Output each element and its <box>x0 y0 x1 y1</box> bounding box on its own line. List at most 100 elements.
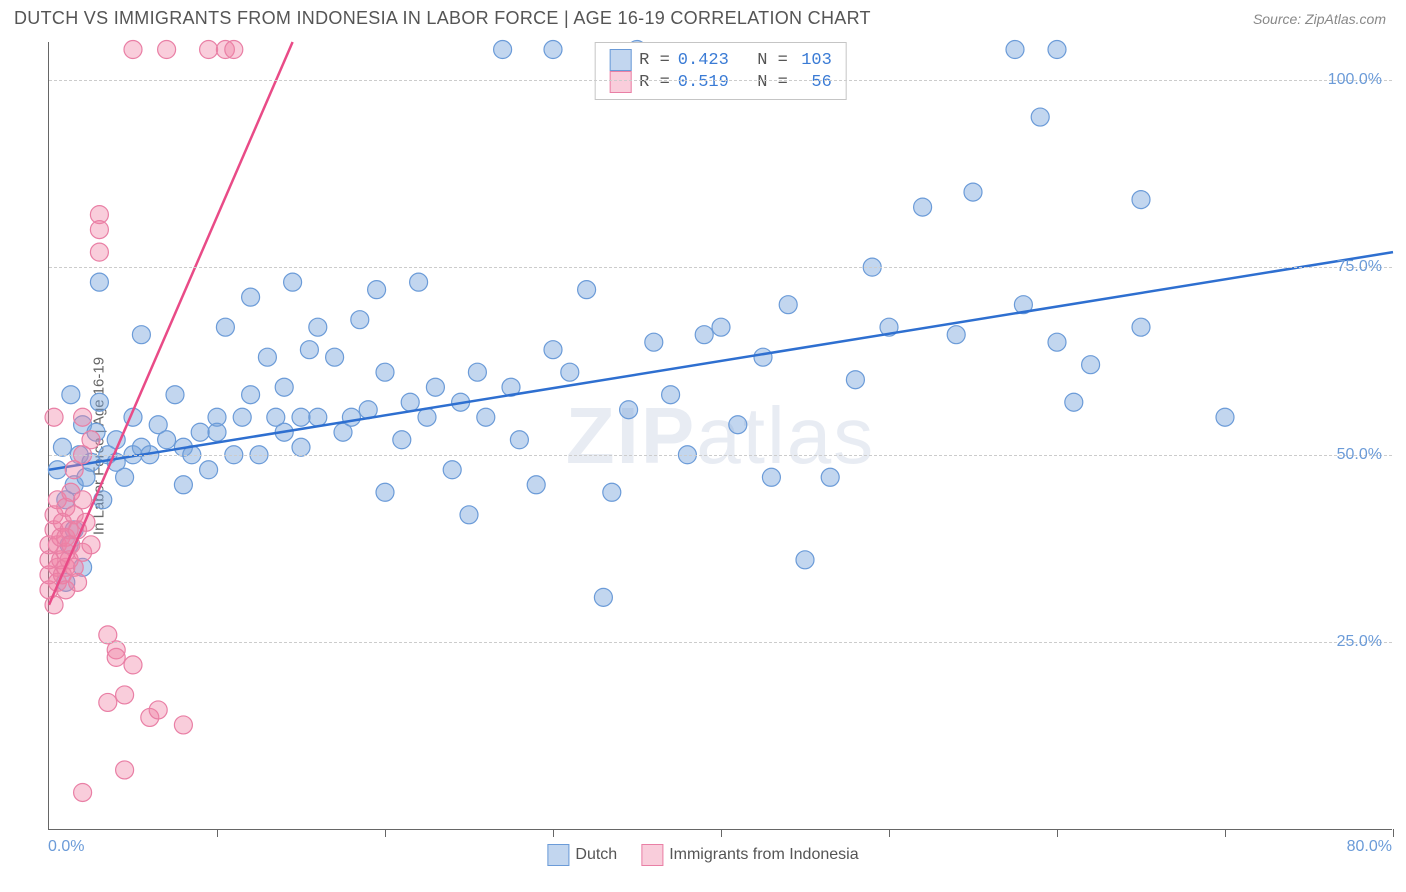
scatter-point <box>174 716 192 734</box>
x-axis-start-label: 0.0% <box>48 838 84 856</box>
scatter-point <box>69 573 87 591</box>
gridline <box>49 267 1392 268</box>
scatter-point <box>132 326 150 344</box>
scatter-point <box>754 348 772 366</box>
legend-item: Dutch <box>547 844 617 866</box>
scatter-point <box>510 431 528 449</box>
scatter-point <box>1048 41 1066 59</box>
scatter-point <box>90 393 108 411</box>
chart-header: DUTCH VS IMMIGRANTS FROM INDONESIA IN LA… <box>0 0 1406 35</box>
legend-swatch <box>641 844 663 866</box>
scatter-point <box>90 273 108 291</box>
scatter-point <box>796 551 814 569</box>
scatter-point <box>779 296 797 314</box>
scatter-point <box>258 348 276 366</box>
stats-n-value: 56 <box>796 73 832 92</box>
trend-line <box>49 252 1393 470</box>
scatter-point <box>1006 41 1024 59</box>
stats-row: R = 0.519 N = 56 <box>609 71 832 93</box>
scatter-point <box>1048 333 1066 351</box>
scatter-point <box>1082 356 1100 374</box>
scatter-point <box>116 761 134 779</box>
scatter-point <box>645 333 663 351</box>
stats-legend-box: R = 0.423 N = 103R = 0.519 N = 56 <box>594 42 847 100</box>
scatter-point <box>914 198 932 216</box>
y-tick-label: 75.0% <box>1337 258 1382 276</box>
scatter-point <box>410 273 428 291</box>
scatter-point <box>74 783 92 801</box>
chart-title: DUTCH VS IMMIGRANTS FROM INDONESIA IN LA… <box>14 8 871 29</box>
scatter-point <box>82 536 100 554</box>
stats-n-value: 103 <box>796 51 832 70</box>
scatter-point <box>107 648 125 666</box>
scatter-point <box>443 461 461 479</box>
x-tick <box>1225 829 1226 837</box>
scatter-point <box>62 386 80 404</box>
stats-r-value: 0.423 <box>678 51 729 70</box>
legend-item: Immigrants from Indonesia <box>641 844 858 866</box>
x-axis-end-label: 80.0% <box>1347 838 1392 856</box>
scatter-point <box>393 431 411 449</box>
gridline <box>49 455 1392 456</box>
scatter-point <box>729 416 747 434</box>
stats-swatch <box>609 71 631 93</box>
scatter-point <box>695 326 713 344</box>
scatter-point <box>620 401 638 419</box>
scatter-point <box>821 468 839 486</box>
gridline <box>49 642 1392 643</box>
scatter-point <box>1065 393 1083 411</box>
y-tick-label: 100.0% <box>1328 71 1382 89</box>
scatter-point <box>494 41 512 59</box>
scatter-point <box>468 363 486 381</box>
scatter-point <box>82 431 100 449</box>
scatter-point <box>284 273 302 291</box>
stats-n-label: N = <box>737 73 788 92</box>
scatter-point <box>662 386 680 404</box>
scatter-point <box>116 686 134 704</box>
scatter-point <box>275 378 293 396</box>
scatter-point <box>191 423 209 441</box>
scatter-point <box>309 408 327 426</box>
scatter-point <box>242 386 260 404</box>
stats-row: R = 0.423 N = 103 <box>609 49 832 71</box>
trend-line <box>49 42 293 605</box>
scatter-point <box>326 348 344 366</box>
scatter-point <box>90 221 108 239</box>
scatter-point <box>460 506 478 524</box>
scatter-point <box>1132 318 1150 336</box>
scatter-point <box>594 588 612 606</box>
x-tick <box>721 829 722 837</box>
scatter-point <box>342 408 360 426</box>
scatter-point <box>578 281 596 299</box>
scatter-point <box>527 476 545 494</box>
scatter-point <box>53 438 71 456</box>
scatter-point <box>561 363 579 381</box>
scatter-point <box>477 408 495 426</box>
scatter-point <box>99 693 117 711</box>
scatter-point <box>300 341 318 359</box>
scatter-point <box>762 468 780 486</box>
scatter-point <box>401 393 419 411</box>
x-tick <box>889 829 890 837</box>
bottom-legend: Dutch Immigrants from Indonesia <box>547 844 858 866</box>
scatter-point <box>74 491 92 509</box>
scatter-point <box>376 483 394 501</box>
scatter-point <box>1031 108 1049 126</box>
chart-source: Source: ZipAtlas.com <box>1253 11 1386 27</box>
scatter-point <box>292 408 310 426</box>
scatter-point <box>292 438 310 456</box>
x-tick <box>553 829 554 837</box>
x-tick <box>1393 829 1394 837</box>
scatter-point <box>309 318 327 336</box>
scatter-point <box>1216 408 1234 426</box>
scatter-point <box>166 386 184 404</box>
scatter-point <box>158 431 176 449</box>
scatter-point <box>242 288 260 306</box>
scatter-point <box>376 363 394 381</box>
scatter-point <box>116 468 134 486</box>
scatter-point <box>544 41 562 59</box>
scatter-point <box>368 281 386 299</box>
scatter-point <box>124 41 142 59</box>
scatter-point <box>174 476 192 494</box>
scatter-point <box>426 378 444 396</box>
